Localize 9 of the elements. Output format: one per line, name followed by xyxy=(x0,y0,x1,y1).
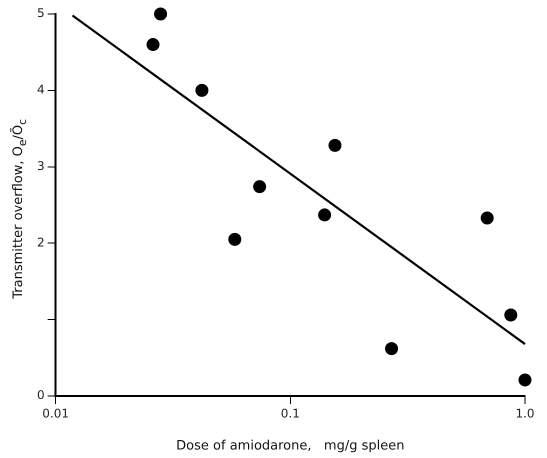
x-tick-label: 0.1 xyxy=(280,406,300,420)
y-tick-label: 3 xyxy=(36,158,45,173)
y-tick-label: 5 xyxy=(36,6,45,20)
x-tick-label: 1.0 xyxy=(515,406,535,420)
x-tick-label: 0.01 xyxy=(42,406,69,420)
y-tick-label: 2 xyxy=(36,235,45,250)
y-tick-label: 4 xyxy=(36,82,45,97)
y-tick-label: 0 xyxy=(36,388,45,402)
x-axis-title: Dose of amiodarone, mg/g spleen xyxy=(176,438,404,454)
